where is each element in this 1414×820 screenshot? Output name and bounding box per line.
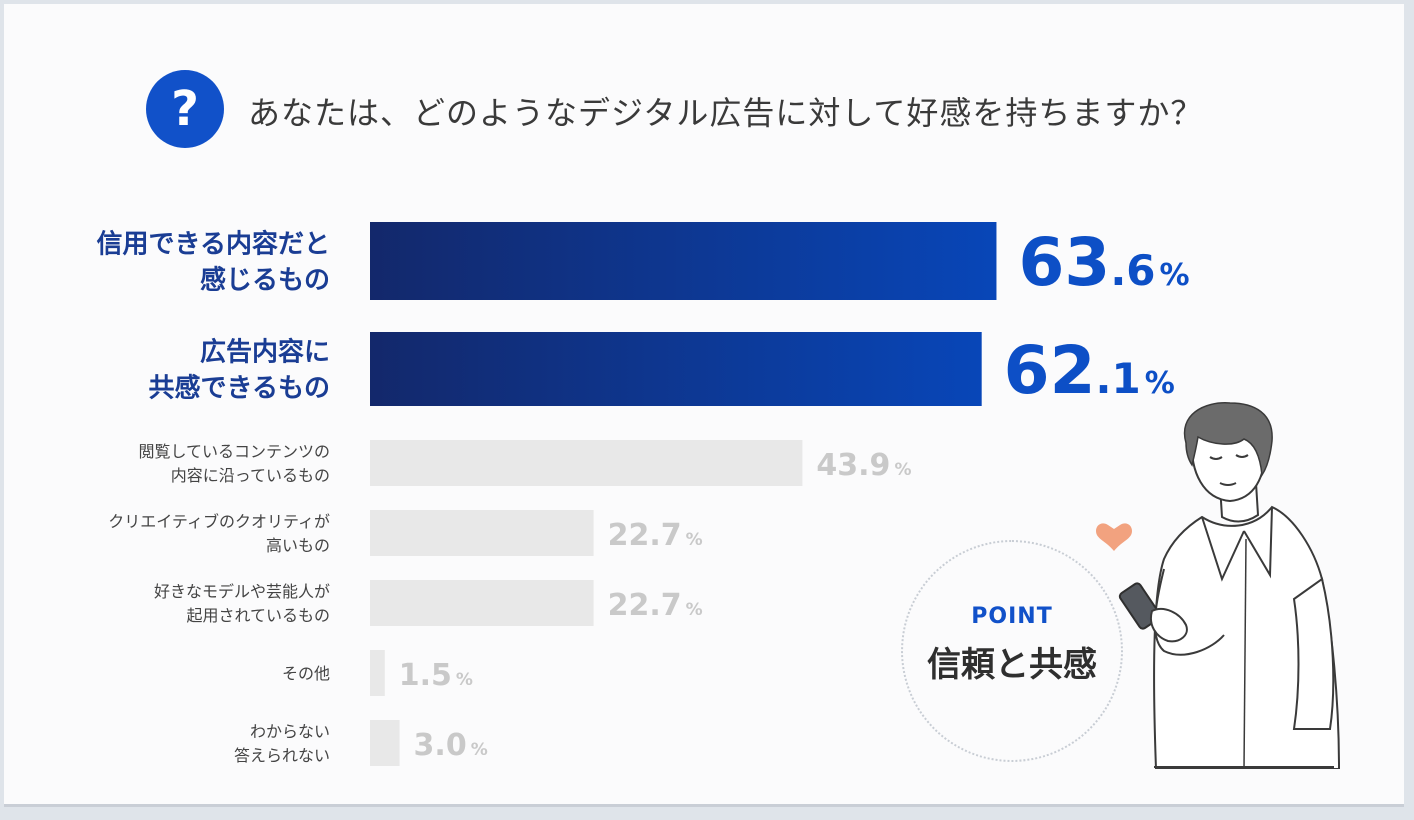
point-circle: [901, 540, 1123, 762]
category-label-0: 信用できる内容だと感じるもの: [97, 228, 330, 295]
value-label-5: 1.5%: [399, 658, 473, 693]
bar-6: [370, 720, 400, 766]
value-label-1: 62.1%: [1004, 332, 1175, 409]
value-label-6: 3.0%: [414, 728, 488, 763]
category-label-5: その他: [282, 664, 330, 683]
category-label-6: わからない答えられない: [234, 722, 330, 765]
bar-2: [370, 440, 803, 486]
infographic-card: ? あなたは、どのようなデジタル広告に対して好感を持ちますか？ 信用できる内容だ…: [4, 4, 1404, 804]
point-label: POINT: [971, 604, 1053, 629]
value-label-2: 43.9%: [816, 448, 911, 483]
heart-icon: [1096, 523, 1132, 551]
value-label-4: 22.7%: [608, 588, 703, 623]
bar-chart: 信用できる内容だと感じるもの 63.6 % 広告内容に共感できるもの 62.1 % 閲覧して…: [97, 222, 1190, 766]
point-text: 信頼と共感: [927, 645, 1097, 685]
question-title: あなたは、どのようなデジタル広告に対して好感を持ちますか？: [248, 94, 1204, 132]
man-with-phone-illustration: [1096, 402, 1341, 769]
category-label-4: 好きなモデルや芸能人が起用されているもの: [154, 582, 330, 625]
hair: [1183, 402, 1273, 478]
question-icon: ?: [146, 70, 224, 148]
bar-5: [370, 650, 385, 696]
category-label-2: 閲覧しているコンテンツの内容に沿っているもの: [138, 442, 330, 485]
value-label-0: 63.6%: [1018, 224, 1189, 301]
category-label-3: クリエイティブのクオリティが高いもの: [108, 512, 330, 555]
bar-1: [370, 332, 982, 406]
bar-4: [370, 580, 594, 626]
value-label-3: 22.7%: [608, 518, 703, 553]
bar-3: [370, 510, 594, 556]
category-label-1: 広告内容に共感できるもの: [149, 336, 330, 403]
bar-0: [370, 222, 997, 300]
